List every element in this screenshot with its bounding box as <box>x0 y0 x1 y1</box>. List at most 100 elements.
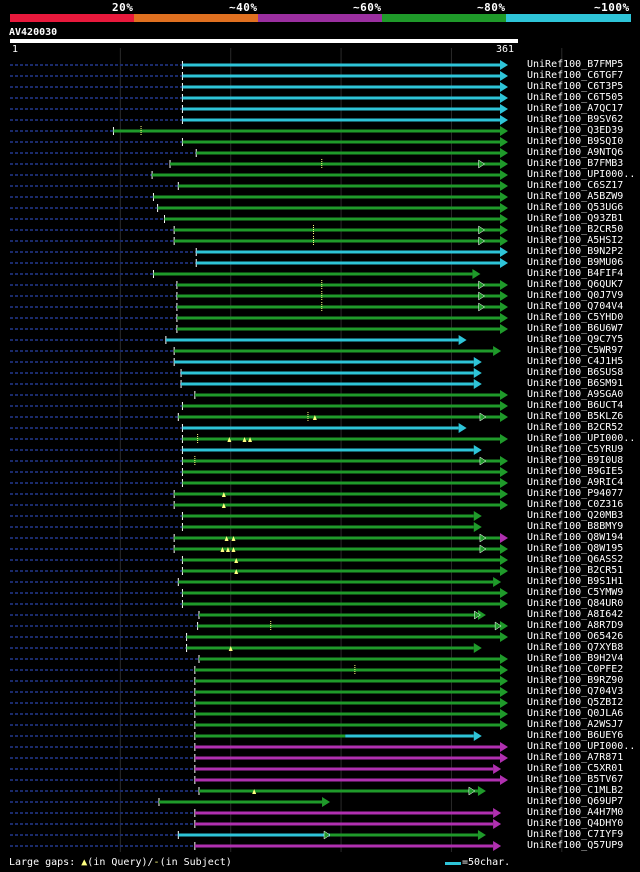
query-gap-marker-icon <box>234 569 239 574</box>
hit-label[interactable]: UniRef100_Q8W195 <box>527 543 624 554</box>
hit-end-arrow-icon <box>500 753 508 763</box>
hit-label[interactable]: UniRef100_Q704V4 <box>527 301 624 312</box>
hit-label[interactable]: UniRef100_Q5ZBI2 <box>527 697 624 708</box>
hit-label[interactable]: UniRef100_Q6ASS2 <box>527 554 624 565</box>
hit-label[interactable]: UniRef100_A9RIC4 <box>527 477 624 488</box>
hit-label[interactable]: UniRef100_A8R7D9 <box>527 620 624 631</box>
hit-label[interactable]: UniRef100_Q53UG6 <box>527 202 624 213</box>
hit-label[interactable]: UniRef100_A9SGA0 <box>527 389 624 400</box>
hit-label[interactable]: UniRef100_B6SUS8 <box>527 367 624 378</box>
hit-end-arrow-icon <box>473 522 482 532</box>
query-gap-marker-icon <box>227 437 232 442</box>
hit-label[interactable]: UniRef100_B6SM91 <box>527 378 624 389</box>
hit-label[interactable]: UniRef100_B9H2V4 <box>527 653 624 664</box>
hit-label[interactable]: UniRef100_B9S1H1 <box>527 576 624 587</box>
hit-label[interactable]: UniRef100_C0PFE2 <box>527 664 624 675</box>
hit-label[interactable]: UniRef100_A2WSJ7 <box>527 719 624 730</box>
hit-label[interactable]: UniRef100_B5TV67 <box>527 774 624 785</box>
hit-label[interactable]: UniRef100_C6T505 <box>527 92 624 103</box>
hit-label[interactable]: UniRef100_C5YMW9 <box>527 587 624 598</box>
hit-label[interactable]: UniRef100_A9NTQ6 <box>527 147 624 158</box>
hit-label[interactable]: UniRef100_B4FIF4 <box>527 268 624 279</box>
hit-label[interactable]: UniRef100_B7FMP5 <box>527 59 624 70</box>
hit-label[interactable]: UniRef100_B6UCT4 <box>527 400 624 411</box>
hit-end-arrow-icon <box>500 313 508 323</box>
hit-label[interactable]: UniRef100_B2CR50 <box>527 224 624 235</box>
hit-end-arrow-icon <box>500 401 508 411</box>
hit-mid-arrow-icon <box>478 225 485 235</box>
hit-label[interactable]: UniRef100_Q57UP9 <box>527 840 624 851</box>
hit-mid-arrow-icon <box>468 786 476 796</box>
hit-end-arrow-icon <box>500 544 508 554</box>
hit-label[interactable]: UniRef100_Q704V3 <box>527 686 624 697</box>
hit-label[interactable]: UniRef100_B5KLZ6 <box>527 411 624 422</box>
hit-label[interactable]: UniRef100_C5XR01 <box>527 763 624 774</box>
hit-label[interactable]: UniRef100_Q0J7V9 <box>527 290 624 301</box>
hit-end-arrow-icon <box>500 126 508 136</box>
hit-mid-arrow-icon <box>478 280 485 290</box>
hit-label[interactable]: UniRef100_C1MLB2 <box>527 785 624 796</box>
hit-label[interactable]: UniRef100_B9MU06 <box>527 257 624 268</box>
hit-label[interactable]: UniRef100_A4H7M0 <box>527 807 624 818</box>
hit-label[interactable]: UniRef100_Q8W194 <box>527 532 624 543</box>
color-bar-green <box>382 14 506 22</box>
hit-label[interactable]: UniRef100_C7IYF9 <box>527 829 624 840</box>
hit-end-arrow-icon <box>500 588 508 598</box>
hit-end-arrow-icon <box>500 170 508 180</box>
hit-end-arrow-icon <box>473 368 482 378</box>
hit-end-arrow-icon <box>500 599 508 609</box>
hit-label[interactable]: UniRef100_B7FMB3 <box>527 158 624 169</box>
hit-end-arrow-icon <box>500 324 508 334</box>
hit-label[interactable]: UniRef100_C0Z316 <box>527 499 624 510</box>
hit-label[interactable]: UniRef100_C4J1H5 <box>527 356 624 367</box>
query-gap-marker-icon <box>225 547 230 552</box>
hit-label[interactable]: UniRef100_UPI000.. <box>527 741 636 752</box>
hit-label[interactable]: UniRef100_Q9C7Y5 <box>527 334 624 345</box>
hit-label[interactable]: UniRef100_C5WR97 <box>527 345 624 356</box>
hit-label[interactable]: UniRef100_B9SV62 <box>527 114 624 125</box>
hit-label[interactable]: UniRef100_B6UEY6 <box>527 730 624 741</box>
hit-label[interactable]: UniRef100_P94077 <box>527 488 624 499</box>
hit-end-arrow-icon <box>458 335 467 345</box>
hit-label[interactable]: UniRef100_A8I642 <box>527 609 624 620</box>
hit-label[interactable]: UniRef100_UPI000.. <box>527 433 636 444</box>
hit-label[interactable]: UniRef100_B8BMY9 <box>527 521 624 532</box>
hit-label[interactable]: UniRef100_Q3ED39 <box>527 125 624 136</box>
hit-label[interactable]: UniRef100_C5YRU9 <box>527 444 624 455</box>
hit-label[interactable]: UniRef100_C6SZ17 <box>527 180 624 191</box>
hit-label[interactable]: UniRef100_B6U6W7 <box>527 323 624 334</box>
hit-label[interactable]: UniRef100_B9N2P2 <box>527 246 624 257</box>
hit-label[interactable]: UniRef100_Q7XYB8 <box>527 642 624 653</box>
hit-label[interactable]: UniRef100_Q4DHY0 <box>527 818 624 829</box>
hit-label[interactable]: UniRef100_B9I0U8 <box>527 455 624 466</box>
color-bar-cyan <box>506 14 631 22</box>
hit-label[interactable]: UniRef100_A7R871 <box>527 752 624 763</box>
hit-label[interactable]: UniRef100_Q84UR0 <box>527 598 624 609</box>
hit-label[interactable]: UniRef100_UPI000.. <box>527 169 636 180</box>
hit-label[interactable]: UniRef100_Q93ZB1 <box>527 213 624 224</box>
hit-end-arrow-icon <box>493 577 502 587</box>
hit-label[interactable]: UniRef100_A5HSI2 <box>527 235 624 246</box>
hit-mid-arrow-icon <box>478 159 485 169</box>
hit-label[interactable]: UniRef100_B2CR52 <box>527 422 624 433</box>
hit-label[interactable]: UniRef100_B9GIE5 <box>527 466 624 477</box>
hit-label[interactable]: UniRef100_O65426 <box>527 631 624 642</box>
hit-end-arrow-icon <box>493 346 502 356</box>
hit-label[interactable]: UniRef100_A5BZW9 <box>527 191 624 202</box>
hit-label[interactable]: UniRef100_A7QC17 <box>527 103 624 114</box>
hit-end-arrow-icon <box>500 478 508 488</box>
hit-end-arrow-icon <box>500 104 508 114</box>
hit-end-arrow-icon <box>500 467 508 477</box>
hit-label[interactable]: UniRef100_Q20MB3 <box>527 510 624 521</box>
hit-label[interactable]: UniRef100_Q0JLA6 <box>527 708 624 719</box>
hit-label[interactable]: UniRef100_Q6QUK7 <box>527 279 624 290</box>
hit-label[interactable]: UniRef100_B2CR51 <box>527 565 624 576</box>
hit-label[interactable]: UniRef100_C5YHD0 <box>527 312 624 323</box>
hit-label[interactable]: UniRef100_C6TGF7 <box>527 70 624 81</box>
hit-end-arrow-icon <box>493 808 502 818</box>
hit-label[interactable]: UniRef100_B9RZ90 <box>527 675 624 686</box>
hit-label[interactable]: UniRef100_Q69UP7 <box>527 796 624 807</box>
hit-label[interactable]: UniRef100_B9SQI0 <box>527 136 624 147</box>
hit-label[interactable]: UniRef100_C6T3P5 <box>527 81 624 92</box>
query-gap-marker-icon <box>234 558 239 563</box>
